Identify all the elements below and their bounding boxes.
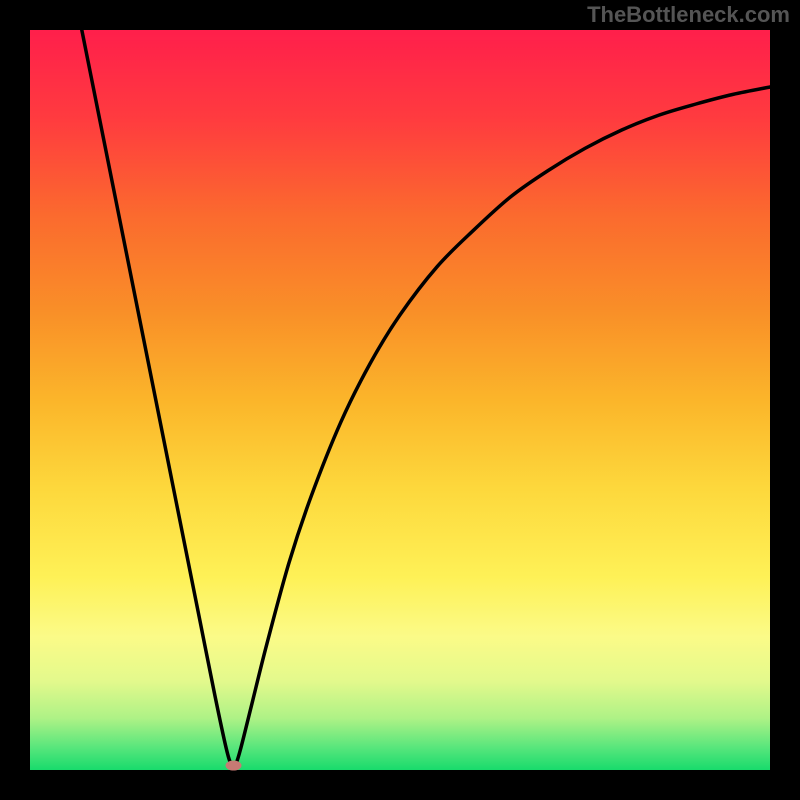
optimal-point-marker <box>226 761 242 771</box>
bottleneck-curve-chart <box>0 0 800 800</box>
chart-root: TheBottleneck.com <box>0 0 800 800</box>
watermark-text: TheBottleneck.com <box>587 2 790 28</box>
gradient-background <box>30 30 770 770</box>
